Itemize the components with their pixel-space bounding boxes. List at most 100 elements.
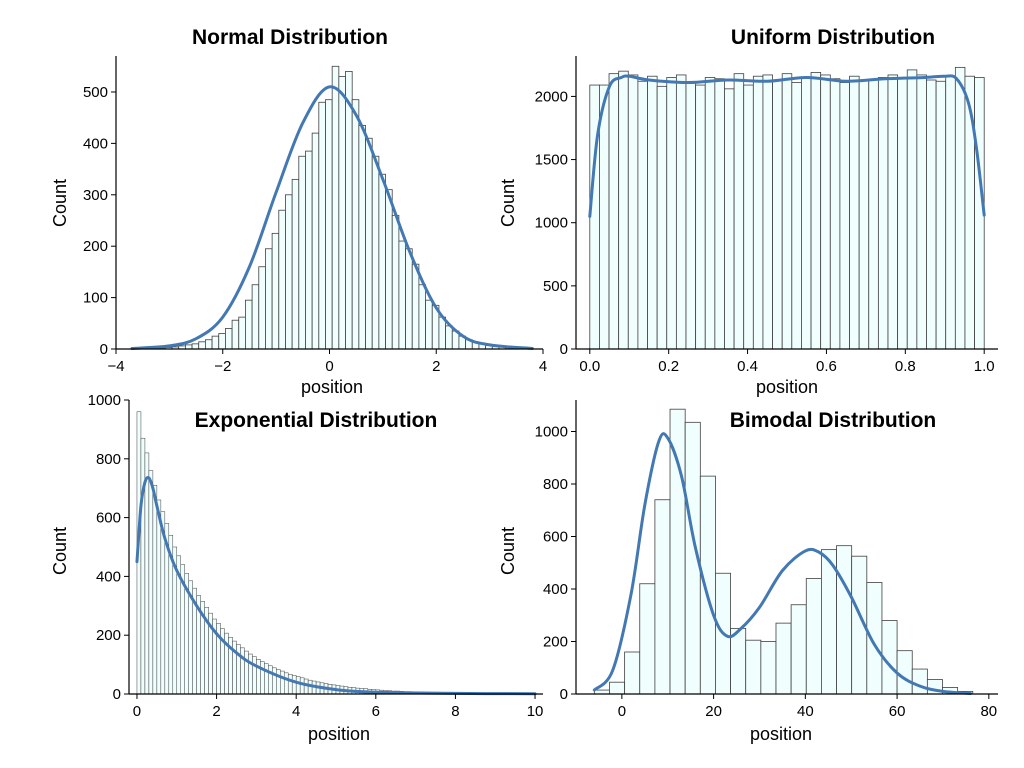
x-tick-label: 1.0 xyxy=(974,358,995,375)
histogram-bar xyxy=(268,665,273,695)
y-axis-label: Count xyxy=(50,527,70,575)
histogram-bar xyxy=(405,248,413,350)
panel-title: Uniform Distribution xyxy=(731,26,935,49)
histogram-bar xyxy=(772,79,783,350)
kde-line xyxy=(135,476,537,696)
y-tick-label: 100 xyxy=(83,290,108,307)
x-tick-label: 8 xyxy=(451,703,459,720)
histogram-bar xyxy=(445,325,453,350)
histogram-bar xyxy=(805,578,822,695)
histogram-bar xyxy=(278,209,286,350)
histogram-bar xyxy=(906,69,918,350)
panel-bimodal: Bimodal Distribution 0 20 40 60 80 0 200 400 60… xyxy=(498,400,998,744)
y-tick-label: 800 xyxy=(543,476,568,493)
y-tick-label: 200 xyxy=(83,238,108,255)
x-tick-label: 6 xyxy=(372,703,380,720)
histogram-bar xyxy=(714,78,725,350)
histogram-bars xyxy=(589,66,985,350)
histogram-bar xyxy=(318,101,326,350)
kde-line xyxy=(592,432,972,695)
histogram-bar xyxy=(896,650,913,695)
y-tick-label: 400 xyxy=(96,568,121,585)
histogram-bar xyxy=(256,659,261,695)
histogram-bar xyxy=(699,475,716,695)
histogram-bar xyxy=(866,582,883,695)
x-tick-label: 60 xyxy=(889,703,906,720)
histogram-bar xyxy=(743,84,754,350)
x-tick-label: −2 xyxy=(214,358,231,375)
x-tick-label: 0.0 xyxy=(579,358,600,375)
x-tick-label: 2 xyxy=(432,358,440,375)
histogram-bar xyxy=(204,339,213,350)
histogram-bar xyxy=(618,70,629,350)
histogram-bar xyxy=(829,78,841,350)
histogram-bar xyxy=(849,75,860,350)
histogram-bar xyxy=(654,499,671,695)
kde-line xyxy=(588,74,986,218)
y-tick-label: 600 xyxy=(543,529,568,546)
histogram-bar xyxy=(724,88,735,350)
histogram-bar xyxy=(599,84,610,350)
x-ticks: 0 20 40 60 80 xyxy=(618,694,997,720)
histogram-bar xyxy=(140,437,146,695)
histogram-bar xyxy=(897,78,908,350)
y-tick-label: 0 xyxy=(560,341,568,358)
y-tick-label: 600 xyxy=(96,510,121,527)
histogram-bar xyxy=(358,124,366,350)
histogram-bar xyxy=(839,82,850,350)
histogram-bar xyxy=(624,651,641,695)
x-tick-label: 80 xyxy=(980,703,997,720)
histogram-bar xyxy=(285,194,293,350)
histogram-bar xyxy=(781,73,793,350)
y-tick-label: 300 xyxy=(83,187,108,204)
histogram-bar xyxy=(627,74,639,350)
x-tick-label: 20 xyxy=(705,703,722,720)
y-tick-label: 1000 xyxy=(535,424,568,441)
histogram-bar xyxy=(287,674,293,695)
histogram-bar xyxy=(218,333,226,350)
histogram-bar xyxy=(331,65,340,350)
histogram-bar xyxy=(198,341,206,350)
y-tick-label: 0 xyxy=(560,686,568,703)
histogram-bar xyxy=(730,627,747,695)
histogram-bar xyxy=(858,79,870,350)
y-tick-label: 400 xyxy=(83,135,108,152)
histogram-bar xyxy=(704,77,716,350)
y-tick-label: 1000 xyxy=(535,215,568,232)
histogram-bar xyxy=(821,549,837,695)
histogram-bar xyxy=(265,248,273,350)
panel-exponential: Exponential Distribution 0 2 4 6 8 10 0 200 400… xyxy=(50,392,543,744)
histogram-bar xyxy=(935,80,947,350)
histogram-bar xyxy=(791,82,802,350)
histogram-bars xyxy=(593,408,974,695)
histogram-bar xyxy=(298,155,306,350)
panel-title: Normal Distribution xyxy=(192,26,388,49)
histogram-bar xyxy=(637,80,648,350)
x-axis-label: position xyxy=(750,724,812,744)
x-tick-label: 40 xyxy=(797,703,814,720)
y-ticks: 0 100 200 300 400 500 xyxy=(83,84,116,358)
histogram-bar xyxy=(695,84,706,350)
histogram-bar xyxy=(252,656,257,695)
histogram-bar xyxy=(365,137,373,350)
histogram-bar xyxy=(820,74,831,350)
histogram-bar xyxy=(887,74,899,350)
histogram-bar xyxy=(260,661,265,695)
x-tick-label: 0 xyxy=(133,703,141,720)
histogram-bar xyxy=(438,316,446,350)
y-tick-label: 500 xyxy=(543,278,568,295)
histogram-bar xyxy=(184,344,193,350)
x-ticks: 0 2 4 6 8 10 xyxy=(133,694,543,720)
histogram-bar xyxy=(926,79,937,350)
histogram-bar xyxy=(760,641,777,695)
histogram-bar xyxy=(418,284,426,350)
histogram-bar xyxy=(238,316,246,350)
y-axis-label: Count xyxy=(498,179,518,227)
histogram-bar xyxy=(251,284,260,350)
panel-uniform: Uniform Distribution 0.0 0.2 0.4 0.6 0.8 1.0 … xyxy=(498,26,998,397)
histogram-bar xyxy=(868,79,879,350)
histogram-bar xyxy=(284,672,289,695)
panel-title: Exponential Distribution xyxy=(195,409,438,432)
histogram-bar xyxy=(790,604,807,695)
